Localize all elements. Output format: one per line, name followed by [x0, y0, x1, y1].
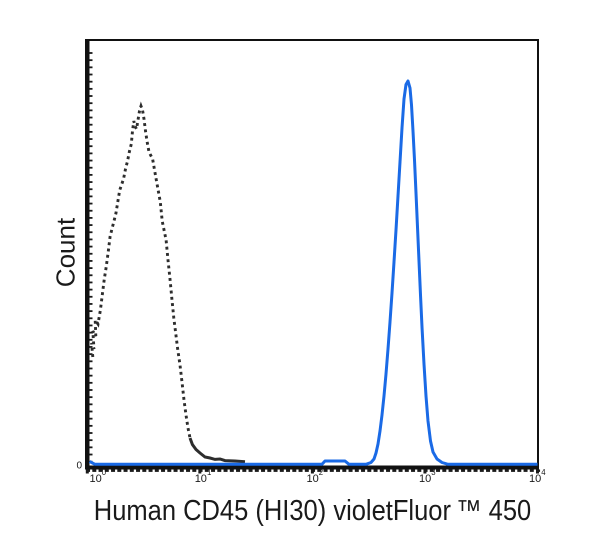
svg-text:0: 0 [76, 461, 82, 472]
svg-text:Count: Count [51, 217, 81, 287]
svg-text:Human CD45 (HI30) violetFluor: Human CD45 (HI30) violetFluor ™ 450 [94, 493, 531, 526]
